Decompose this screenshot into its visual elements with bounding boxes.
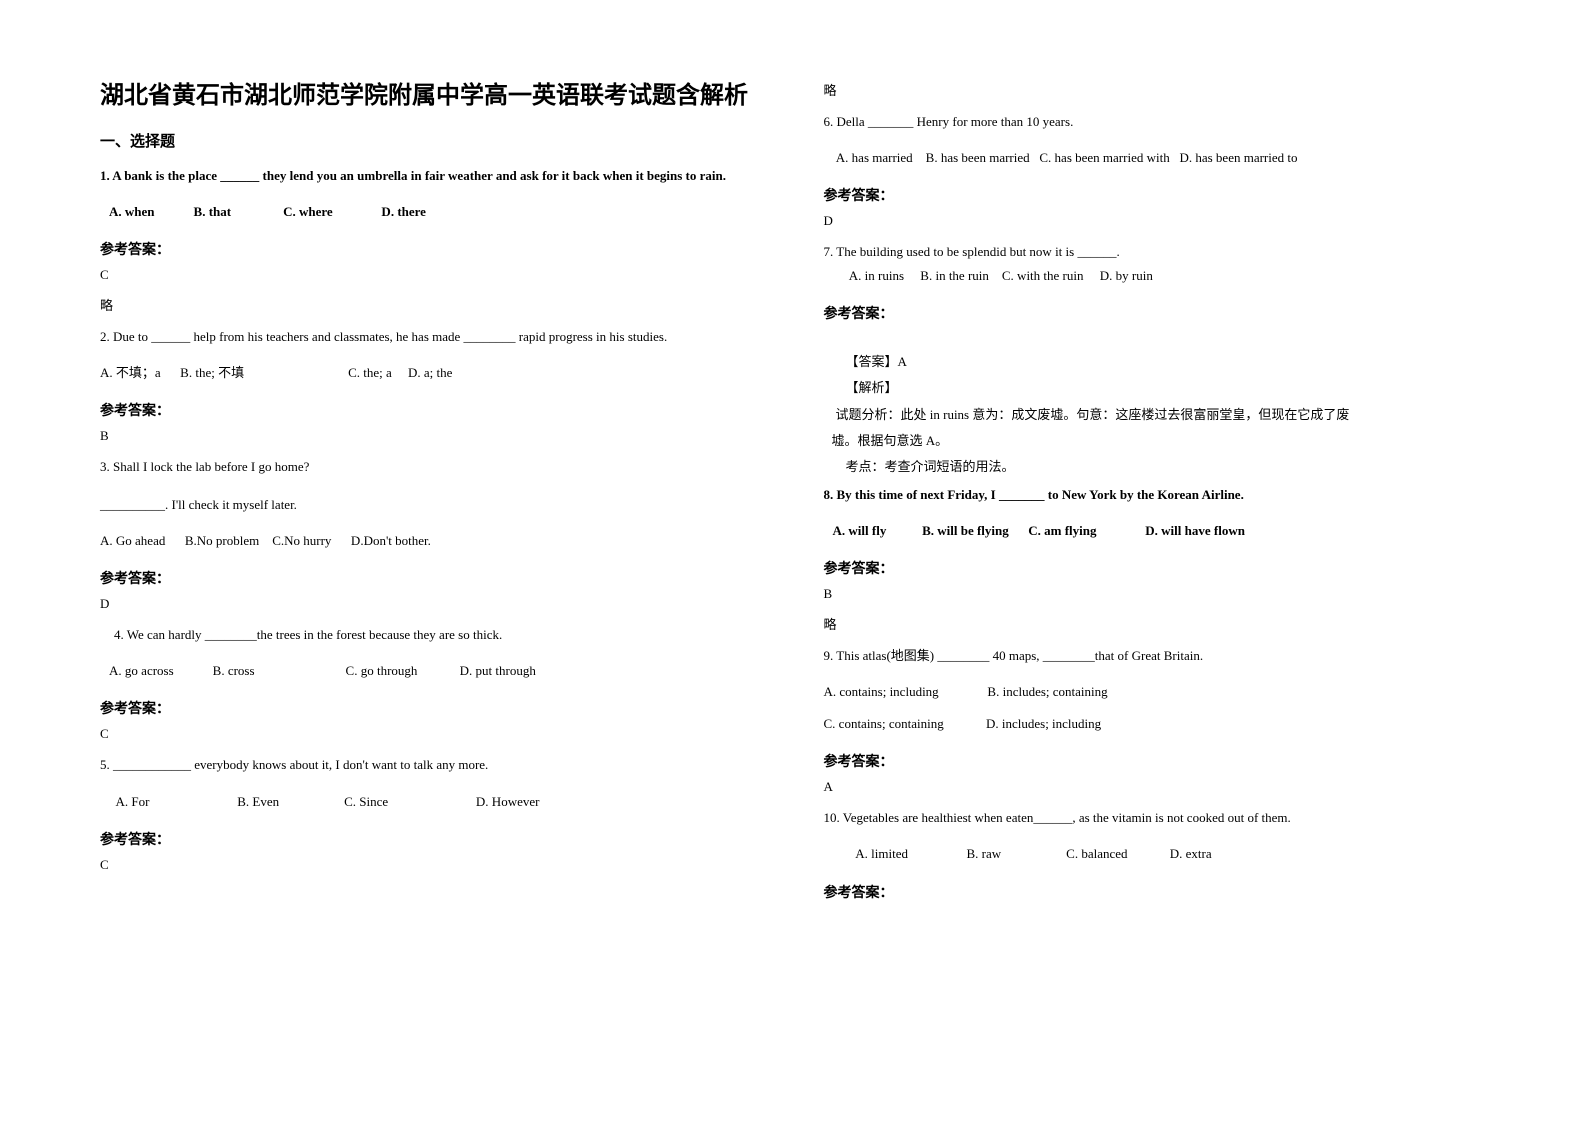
q6-options: A. has married B. has been married C. ha…	[824, 147, 1488, 169]
q9-options-1: A. contains; including B. includes; cont…	[824, 681, 1488, 703]
left-column: 湖北省黄石市湖北师范学院附属中学高一英语联考试题含解析 一、选择题 1. A b…	[100, 80, 764, 1082]
q8-options: A. will fly B. will be flying C. am flyi…	[824, 520, 1488, 542]
q2-answer-label: 参考答案：	[100, 400, 764, 420]
q10-text: 10. Vegetables are healthiest when eaten…	[824, 807, 1488, 829]
q3-options: A. Go ahead B.No problem C.No hurry D.Do…	[100, 530, 764, 552]
q10-answer-label: 参考答案：	[824, 882, 1488, 902]
q3-answer-label: 参考答案：	[100, 568, 764, 588]
q6-text: 6. Della _______ Henry for more than 10 …	[824, 111, 1488, 133]
q6-answer: D	[824, 213, 1488, 229]
q7-answer-tag: 【答案】A	[824, 351, 1488, 373]
q3-text: 3. Shall I lock the lab before I go home…	[100, 456, 764, 478]
q10-options: A. limited B. raw C. balanced D. extra	[824, 843, 1488, 865]
q6-answer-label: 参考答案：	[824, 185, 1488, 205]
right-column: 略 6. Della _______ Henry for more than 1…	[824, 80, 1488, 1082]
q2-answer: B	[100, 428, 764, 444]
note-top: 略	[824, 80, 1488, 99]
q1-answer-label: 参考答案：	[100, 239, 764, 259]
q9-options-2: C. contains; containing D. includes; inc…	[824, 713, 1488, 735]
q4-answer-label: 参考答案：	[100, 698, 764, 718]
q8-answer-label: 参考答案：	[824, 558, 1488, 578]
q2-options: A. 不填；a B. the; 不填 C. the; a D. a; the	[100, 362, 764, 384]
q8-text: 8. By this time of next Friday, I ______…	[824, 484, 1488, 506]
q4-answer: C	[100, 726, 764, 742]
q3-answer: D	[100, 596, 764, 612]
q1-answer: C	[100, 267, 764, 283]
q8-answer: B	[824, 586, 1488, 602]
q1-text: 1. A bank is the place ______ they lend …	[100, 165, 764, 187]
section-header: 一、选择题	[100, 130, 764, 151]
q4-text: 4. We can hardly ________the trees in th…	[100, 624, 764, 646]
q5-answer: C	[100, 857, 764, 873]
q5-answer-label: 参考答案：	[100, 829, 764, 849]
q9-text: 9. This atlas(地图集) ________ 40 maps, ___…	[824, 645, 1488, 667]
q5-text: 5. ____________ everybody knows about it…	[100, 754, 764, 776]
q1-note: 略	[100, 295, 764, 314]
q7-explanation-label: 【解析】	[824, 377, 1488, 399]
q9-answer: A	[824, 779, 1488, 795]
q7-text: 7. The building used to be splendid but …	[824, 241, 1488, 263]
q7-explanation-1: 试题分析：此处 in ruins 意为：成文废墟。句意：这座楼过去很富丽堂皇，但…	[824, 404, 1488, 426]
q7-options: A. in ruins B. in the ruin C. with the r…	[824, 265, 1488, 287]
q1-options: A. when B. that C. where D. there	[100, 201, 764, 223]
q7-explanation-2: 墟。根据句意选 A。	[824, 430, 1488, 452]
q7-explanation-3: 考点：考查介词短语的用法。	[824, 456, 1488, 478]
q5-options: A. For B. Even C. Since D. However	[100, 791, 764, 813]
q2-text: 2. Due to ______ help from his teachers …	[100, 326, 764, 348]
q8-note: 略	[824, 614, 1488, 633]
q4-options: A. go across B. cross C. go through D. p…	[100, 660, 764, 682]
q7-answer-label: 参考答案：	[824, 303, 1488, 323]
document-title: 湖北省黄石市湖北师范学院附属中学高一英语联考试题含解析	[100, 80, 764, 114]
q3-text2: __________. I'll check it myself later.	[100, 494, 764, 516]
q9-answer-label: 参考答案：	[824, 751, 1488, 771]
